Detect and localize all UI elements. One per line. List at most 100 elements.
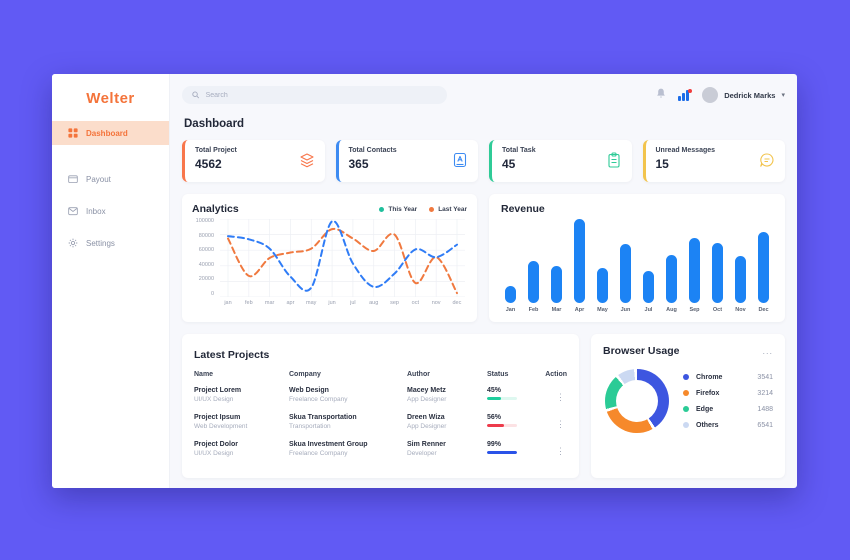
revenue-bar-column: Jun [620, 219, 631, 313]
revenue-bar-column: Jan [505, 219, 516, 313]
bottom-row: Latest Projects Name Company Author Stat… [182, 334, 785, 478]
x-tick-label: feb [244, 300, 253, 306]
y-tick-label: 80000 [198, 232, 214, 239]
bar-label: Jul [644, 307, 653, 313]
revenue-bar [689, 238, 700, 303]
revenue-bar-column: Oct [712, 219, 723, 313]
revenue-bar-column: Aug [666, 219, 677, 313]
analytics-line-chart [220, 219, 465, 297]
x-tick-label: dec [452, 300, 462, 306]
progress-bar [487, 424, 517, 427]
row-actions-kebab-icon[interactable]: ⋮ [556, 419, 565, 429]
revenue-bar-column: Dec [758, 219, 769, 313]
company-type: Freelance Company [289, 396, 348, 403]
revenue-bar [735, 256, 746, 303]
avatar [702, 87, 719, 103]
bar-label: Mar [551, 307, 562, 313]
user-menu[interactable]: Dedrick Marks ▾ [702, 87, 785, 103]
gear-icon [68, 238, 78, 248]
activity-bar [686, 89, 690, 101]
x-tick-label: jun [328, 300, 336, 306]
browser-value: 3541 [757, 373, 773, 381]
revenue-bar [528, 261, 539, 303]
stat-cards-row: Total Project 4562 Total Contacts 365 To… [182, 140, 785, 182]
sidebar-item-dashboard[interactable]: Dashboard [52, 121, 169, 145]
revenue-bar [505, 286, 516, 303]
topbar: Dedrick Marks ▾ [182, 84, 785, 106]
revenue-bar [712, 243, 723, 303]
browser-legend-item: Chrome 3541 [683, 374, 773, 381]
bar-label: Nov [735, 307, 746, 313]
browser-value: 6541 [757, 421, 773, 429]
notification-badge [688, 88, 693, 93]
revenue-bar [643, 271, 654, 303]
bar-label: Aug [666, 307, 677, 313]
activity-icon[interactable] [678, 88, 693, 101]
revenue-bar [620, 244, 631, 303]
author-name: Sim Renner [407, 441, 446, 448]
x-tick-label: apr [286, 300, 295, 306]
revenue-bar-column: Jul [643, 219, 654, 313]
legend-dot [683, 406, 689, 412]
table-row: Project Ipsum Web Development Skua Trans… [194, 414, 567, 432]
notification-bell-icon[interactable] [656, 86, 666, 104]
browser-usage-panel: Browser Usage ... Chrome 3541 Firefox 3214 E… [591, 334, 785, 478]
sidebar-item-inbox[interactable]: Inbox [52, 199, 169, 223]
author-name: Dreen Wiza [407, 414, 445, 421]
revenue-bar [551, 266, 562, 303]
stat-label: Total Contacts [348, 147, 397, 154]
x-tick-label: aug [369, 300, 379, 306]
grid-icon [68, 128, 78, 138]
search-box[interactable] [182, 86, 447, 104]
table-row: Project Dolor UI/UX Design Skua Investme… [194, 441, 567, 459]
chat-icon [760, 153, 774, 167]
x-tick-label: oct [411, 300, 419, 306]
revenue-bar [597, 268, 608, 303]
browser-value: 1488 [757, 405, 773, 413]
browser-usage-donut-chart [605, 369, 669, 433]
panel-menu-ellipsis-icon[interactable]: ... [762, 345, 773, 356]
stat-card-total-project: Total Project 4562 [182, 140, 325, 182]
bar-label: May [597, 307, 608, 313]
sidebar-item-label: Inbox [86, 206, 106, 216]
table-row: Project Lorem UI/UX Design Web Design Fr… [194, 387, 567, 405]
sidebar-item-payout[interactable]: Payout [52, 167, 169, 191]
wallet-icon [68, 175, 78, 183]
table-header: Name Company Author Status Action [194, 371, 567, 378]
sidebar-item-settings[interactable]: Settings [52, 231, 169, 255]
browser-name: Chrome [696, 373, 723, 381]
revenue-bar-chart: Jan Feb Mar Apr May Jun Jul Aug Sep Oct Nov Dec [501, 219, 773, 313]
bar-label: Sep [689, 307, 700, 313]
progress-bar [487, 451, 517, 454]
app-window: Welter Dashboard Payout Inbox [52, 74, 797, 488]
bar-label: Oct [712, 307, 723, 313]
user-name: Dedrick Marks [724, 90, 776, 100]
x-tick-label: may [306, 300, 317, 306]
legend-dot [683, 390, 689, 396]
stat-label: Total Project [195, 147, 237, 154]
x-tick-label: mar [264, 300, 275, 306]
author-role: Developer [407, 450, 437, 457]
y-tick-label: 100000 [195, 218, 214, 224]
analytics-x-axis: jan feb mar apr may jun jul aug sep oct nov dec [218, 297, 467, 306]
project-type: UI/UX Design [194, 450, 234, 457]
sidebar-item-label: Payout [86, 174, 111, 184]
browser-name: Others [696, 421, 719, 429]
legend-this-year: This Year [379, 206, 417, 213]
page-title: Dashboard [184, 118, 245, 130]
app-logo: Welter [86, 90, 135, 107]
row-actions-kebab-icon[interactable]: ⋮ [556, 392, 565, 402]
project-name: Project Ipsum [194, 414, 241, 421]
analytics-y-axis: 100000 80000 60000 40000 20000 0 [192, 218, 218, 297]
analytics-panel: Analytics This Year Last Year 100000 8000 [182, 194, 477, 322]
status-percent: 45% [487, 387, 502, 394]
legend-dot [379, 206, 385, 212]
author-name: Macey Metz [407, 387, 446, 394]
stat-card-total-task: Total Task 45 [489, 140, 632, 182]
row-actions-kebab-icon[interactable]: ⋮ [556, 446, 565, 456]
search-input[interactable] [205, 91, 437, 99]
status-percent: 56% [487, 414, 502, 421]
browser-legend-item: Firefox 3214 [683, 390, 773, 397]
stat-value: 4562 [195, 157, 222, 171]
revenue-bar-column: Nov [735, 219, 746, 313]
